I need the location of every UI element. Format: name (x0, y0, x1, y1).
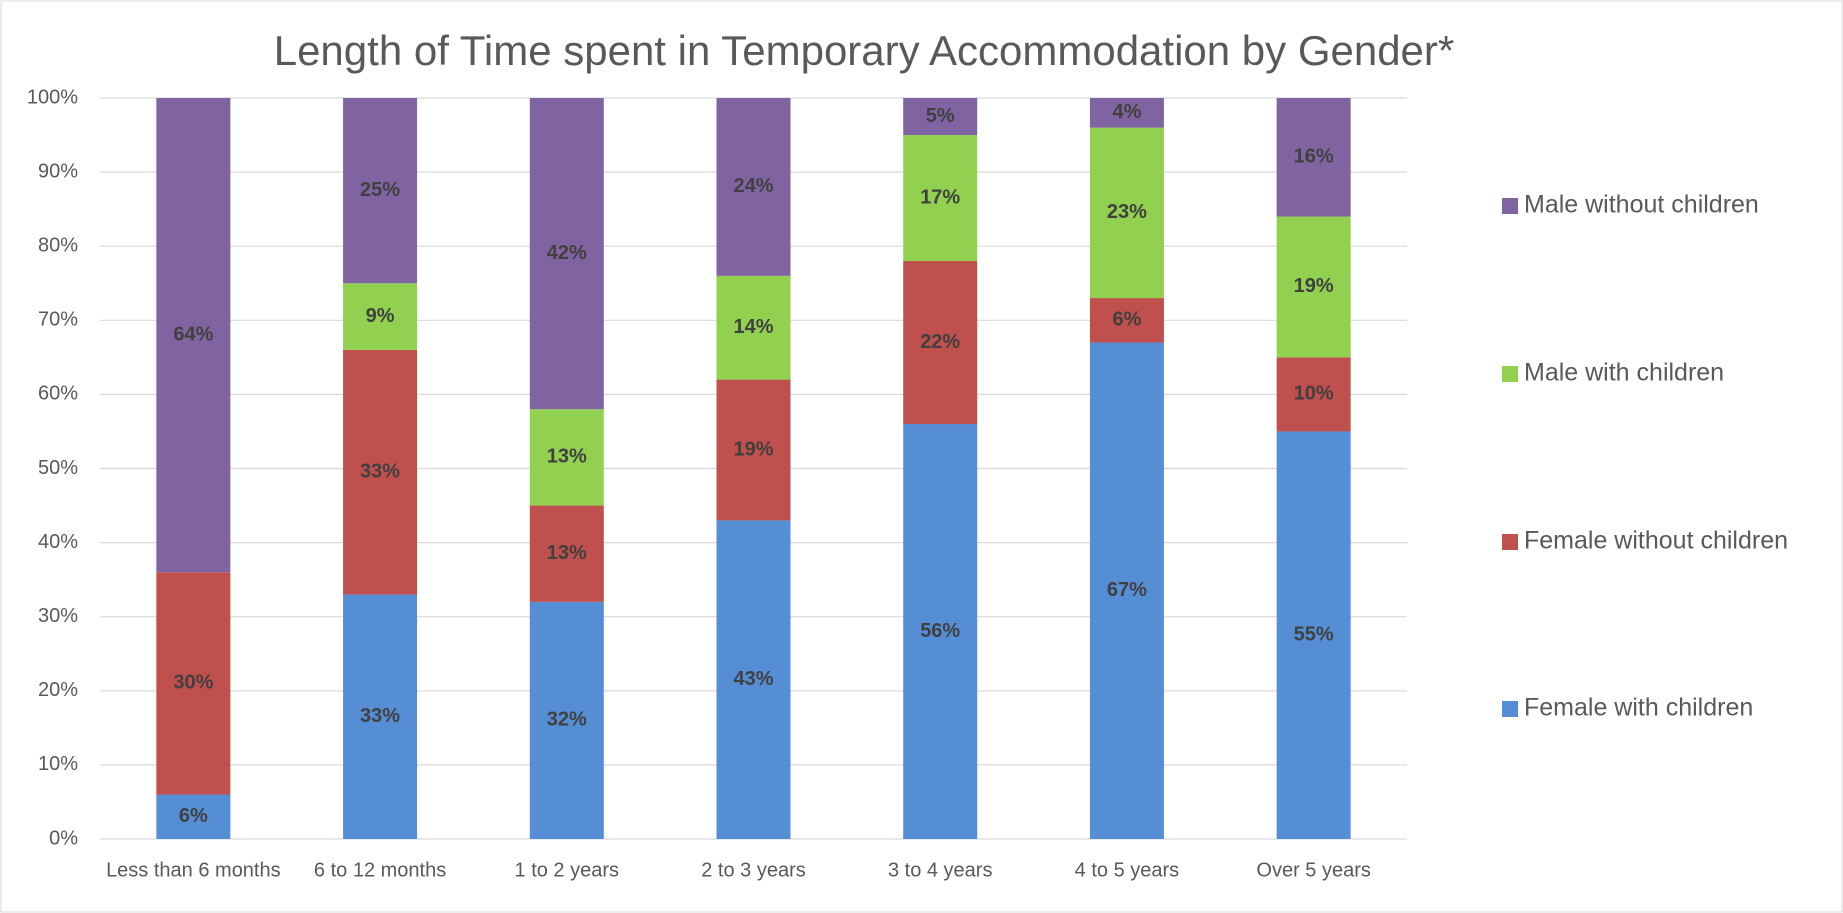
bar-segment (1276, 98, 1351, 217)
data-label: 19% (1294, 275, 1334, 297)
data-label: 13% (547, 542, 587, 564)
y-tick-label: 70% (38, 309, 78, 331)
bar-segment (903, 135, 978, 262)
data-label: 17% (920, 186, 960, 208)
bar-segment (903, 261, 978, 425)
bar-segment (529, 409, 604, 506)
y-tick-label: 10% (38, 753, 78, 775)
bar-segment (716, 520, 791, 839)
bar-segment (343, 349, 418, 595)
data-label: 19% (733, 438, 773, 460)
bar-segment (529, 98, 604, 410)
y-tick-label: 50% (38, 457, 78, 479)
bar-segment (716, 275, 791, 380)
data-label: 23% (1107, 201, 1147, 223)
legend-label: Male with children (1524, 359, 1724, 387)
bar-segment (343, 283, 418, 350)
legend-swatch (1502, 198, 1518, 214)
legend-swatch (1502, 701, 1518, 717)
chart-title: Length of Time spent in Temporary Accomm… (274, 27, 1455, 74)
bar-segment (156, 794, 231, 839)
data-label: 33% (360, 460, 400, 482)
x-tick-label: 3 to 4 years (888, 859, 993, 881)
bar-segment (716, 379, 791, 521)
y-tick-label: 100% (27, 86, 78, 108)
data-label: 43% (733, 668, 773, 690)
data-label: 16% (1294, 146, 1334, 168)
y-tick-label: 30% (38, 605, 78, 627)
data-label: 56% (920, 620, 960, 642)
data-label: 5% (926, 105, 955, 127)
bar-segment (716, 98, 791, 276)
data-label: 30% (173, 672, 213, 694)
x-tick-label: 6 to 12 months (314, 859, 446, 881)
y-tick-label: 0% (49, 827, 78, 849)
data-label: 13% (547, 446, 587, 468)
data-label: 33% (360, 705, 400, 727)
x-tick-label: Less than 6 months (106, 859, 281, 881)
legend-label: Female with children (1524, 694, 1753, 722)
bar-segment (1276, 216, 1351, 358)
data-label: 32% (547, 709, 587, 731)
bar-segment (156, 98, 231, 573)
data-label: 22% (920, 331, 960, 353)
data-label: 42% (547, 242, 587, 264)
bar-segment (1089, 127, 1164, 299)
bar-segment (343, 98, 418, 284)
y-tick-label: 60% (38, 383, 78, 405)
x-tick-label: 2 to 3 years (701, 859, 806, 881)
x-tick-label: Over 5 years (1256, 859, 1370, 881)
data-label: 4% (1112, 101, 1141, 123)
data-label: 10% (1294, 383, 1334, 405)
bar-segment (156, 572, 231, 795)
x-tick-label: 4 to 5 years (1075, 859, 1180, 881)
data-label: 9% (366, 305, 395, 327)
y-tick-label: 20% (38, 679, 78, 701)
data-label: 6% (1112, 309, 1141, 331)
data-label: 25% (360, 179, 400, 201)
bar-segment (1089, 98, 1164, 128)
data-label: 6% (179, 805, 208, 827)
legend-label: Female without children (1524, 527, 1788, 555)
bar-segment (903, 424, 978, 839)
bar-segment (1089, 298, 1164, 343)
legend-swatch (1502, 534, 1518, 550)
bar-segment (529, 505, 604, 602)
x-tick-label: 1 to 2 years (515, 859, 620, 881)
bar-segment (529, 601, 604, 839)
y-tick-label: 90% (38, 160, 78, 182)
data-label: 55% (1294, 624, 1334, 646)
data-label: 24% (733, 175, 773, 197)
y-tick-label: 80% (38, 234, 78, 256)
bar-segment (343, 594, 418, 839)
legend-swatch (1502, 366, 1518, 382)
bar-segment (1089, 342, 1164, 839)
data-label: 67% (1107, 579, 1147, 601)
bar-segment (1276, 431, 1351, 839)
legend-label: Male without children (1524, 191, 1759, 219)
bar-segment (903, 98, 978, 136)
y-tick-label: 40% (38, 531, 78, 553)
data-label: 14% (733, 316, 773, 338)
data-label: 64% (173, 323, 213, 345)
bar-segment (1276, 357, 1351, 432)
